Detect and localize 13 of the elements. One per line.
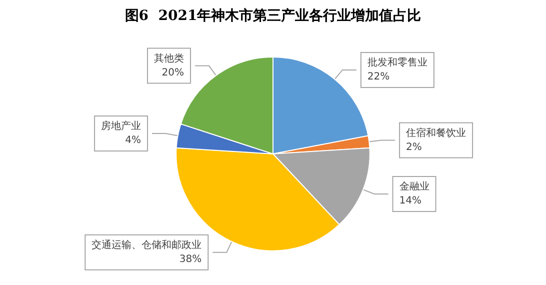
data-label: 14% xyxy=(399,195,422,206)
slice-label: 交通运输、仓储和邮政业 xyxy=(92,238,202,251)
slice-label: 住宿和餐饮业 xyxy=(406,126,466,139)
data-label: 38% xyxy=(179,254,202,265)
data-label: 20% xyxy=(162,67,184,78)
data-label: 4% xyxy=(125,134,142,146)
slice-label: 房地产业 xyxy=(101,120,142,132)
data-label: 2% xyxy=(406,142,422,153)
slice-label: 金融业 xyxy=(399,180,430,192)
slice-label: 批发和零售业 xyxy=(367,56,428,68)
slice-label: 其他类 xyxy=(154,52,184,64)
data-label: 22% xyxy=(367,71,390,82)
chart-title: 图6 2021年神木市第三产业各行业增加值占比 xyxy=(124,7,422,24)
